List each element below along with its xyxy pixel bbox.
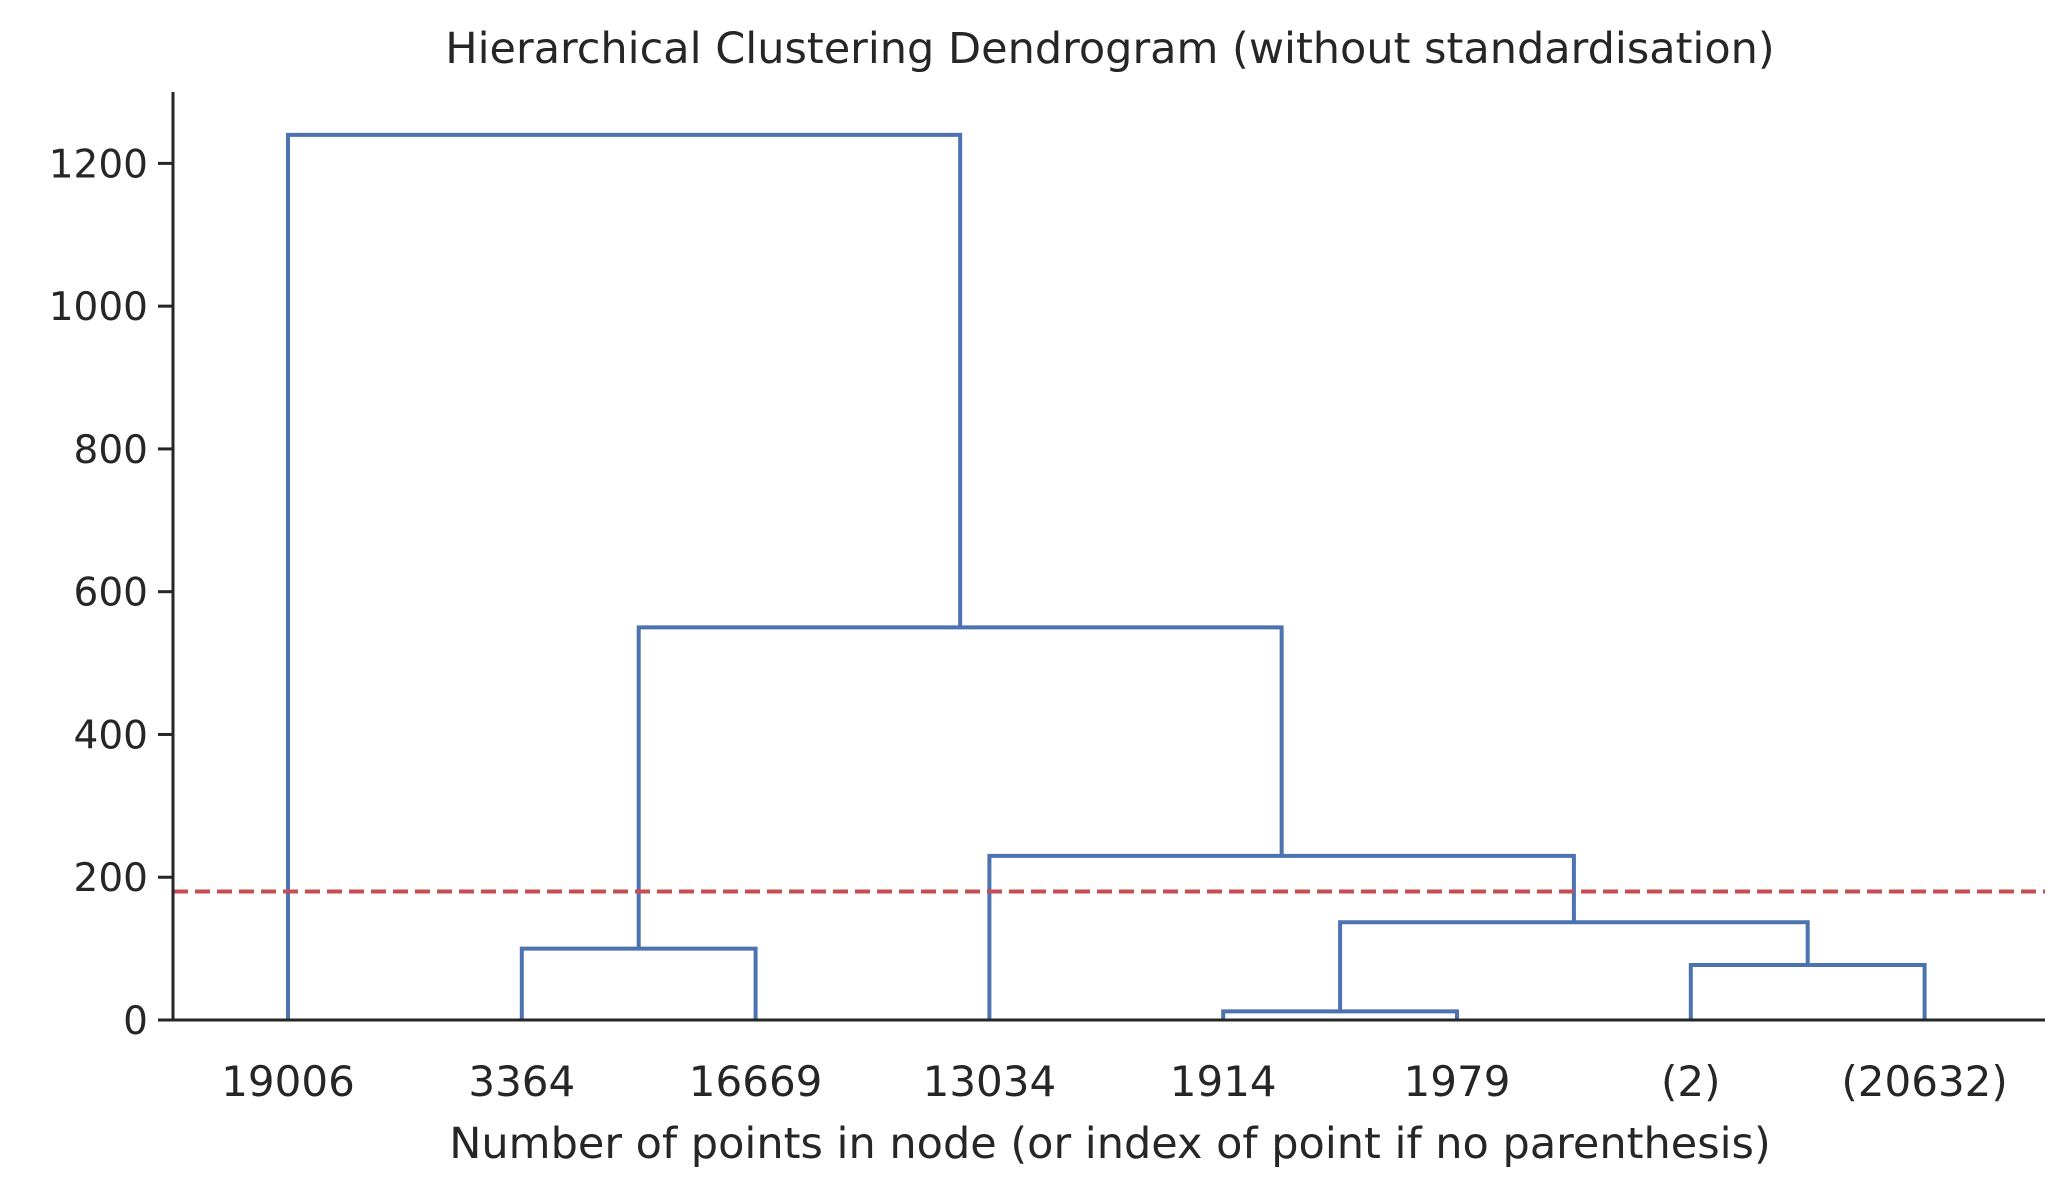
leaf-label: 1914 — [1170, 1057, 1277, 1106]
chart-title: Hierarchical Clustering Dendrogram (with… — [445, 24, 1774, 74]
y-tick-label: 600 — [74, 571, 148, 616]
leaf-label: 3364 — [468, 1057, 575, 1106]
leaf-label: 13034 — [923, 1057, 1057, 1106]
x-axis-label: Number of points in node (or index of po… — [449, 1119, 1770, 1169]
y-tick-label: 800 — [74, 428, 148, 473]
leaf-label: (20632) — [1841, 1057, 2007, 1106]
dendrogram-link — [519, 946, 758, 1020]
dendrogram-links — [286, 132, 1927, 1020]
x-axis-leaf-labels: 19006 3364 16669 13034 1914 1979 (2) (20632) — [221, 1057, 2008, 1106]
y-tick-label: 1200 — [49, 142, 148, 187]
dendrogram-link — [636, 625, 1284, 949]
leaf-label: 16669 — [689, 1057, 823, 1106]
y-axis-ticks: 0 200 400 600 800 1000 1200 — [49, 142, 173, 1044]
dendrogram-link — [1688, 963, 1927, 1020]
y-tick-label: 1000 — [49, 285, 148, 330]
dendrogram-link — [286, 132, 963, 1020]
leaf-label: 1979 — [1404, 1057, 1511, 1106]
y-tick-label: 200 — [74, 856, 148, 901]
y-tick-label: 400 — [74, 713, 148, 758]
leaf-label: (2) — [1661, 1057, 1721, 1106]
axes — [171, 92, 2045, 1022]
leaf-label: 19006 — [221, 1057, 355, 1106]
dendrogram-link — [987, 853, 1576, 1020]
y-tick-label: 0 — [123, 999, 148, 1044]
